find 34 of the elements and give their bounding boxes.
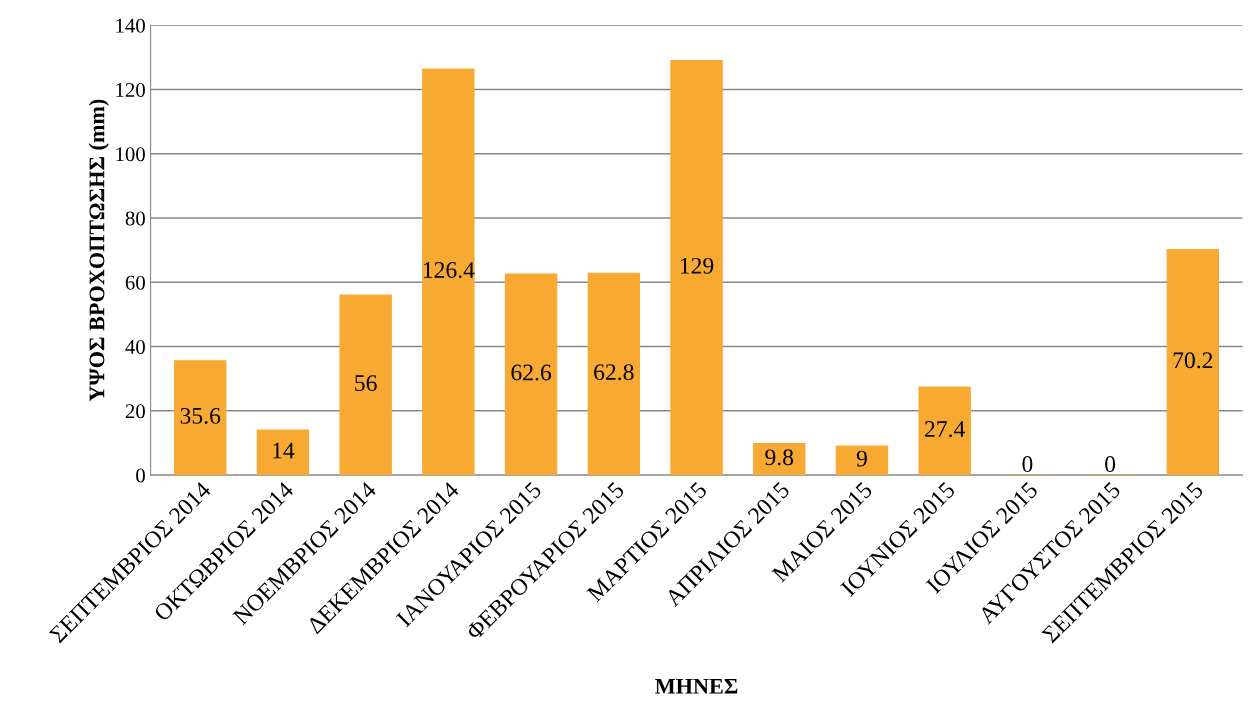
bar xyxy=(422,68,475,476)
bar xyxy=(339,294,392,476)
y-tick-label: 120 xyxy=(116,82,145,97)
data-label: 62.8 xyxy=(594,364,634,381)
data-label: 62.6 xyxy=(511,364,552,381)
y-tick-label: 80 xyxy=(125,211,145,226)
y-tick-label: 20 xyxy=(125,404,145,419)
bar xyxy=(504,273,558,476)
data-label: 0 xyxy=(1105,456,1116,472)
bar xyxy=(1166,248,1220,476)
bar xyxy=(918,386,971,476)
bar xyxy=(587,272,641,476)
y-tick-label: 40 xyxy=(125,339,145,354)
y-tick-label: 0 xyxy=(136,468,145,483)
data-label: 56 xyxy=(355,375,377,392)
y-tick-label: 100 xyxy=(116,147,145,162)
y-tick-label: 60 xyxy=(125,275,145,290)
data-label: 35.6 xyxy=(180,407,221,424)
bar xyxy=(753,443,806,476)
bar xyxy=(835,445,889,476)
data-label: 126.4 xyxy=(423,262,475,279)
y-axis-title: ΥΨΟΣ ΒΡΟΧΟΠΤΩΣΗΣ (mm) xyxy=(88,99,109,402)
x-axis-title: ΜΗΝΕΣ xyxy=(655,679,738,694)
data-label: 129 xyxy=(680,257,714,274)
data-label: 9.8 xyxy=(765,449,794,466)
data-label: 9 xyxy=(856,450,867,467)
y-tick-label: 140 xyxy=(116,18,145,33)
bar xyxy=(670,60,723,476)
data-label: 14 xyxy=(273,442,295,459)
data-label: 70.2 xyxy=(1173,352,1213,369)
data-label: 27.4 xyxy=(925,421,965,438)
bar xyxy=(256,429,310,476)
bar xyxy=(174,360,227,476)
data-label: 0 xyxy=(1022,456,1033,472)
